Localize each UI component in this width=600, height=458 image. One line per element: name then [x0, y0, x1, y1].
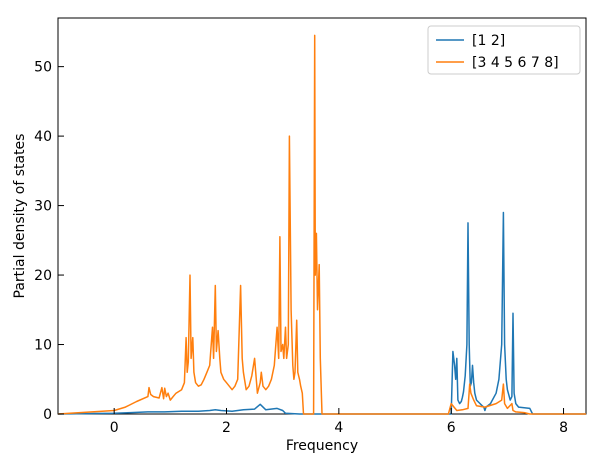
y-tick-label: 10: [34, 338, 52, 354]
x-tick-label: 8: [559, 420, 568, 436]
x-tick-label: 6: [447, 420, 456, 436]
x-axis-ticks: 0 2 4 6 8: [110, 408, 568, 436]
x-tick-label: 2: [222, 420, 231, 436]
y-tick-label: 30: [34, 199, 52, 215]
plot-area: 0 2 4 6 8 0 10 20 30 40 50: [34, 17, 587, 436]
y-tick-label: 0: [43, 407, 52, 423]
axes-frame: [57, 17, 587, 415]
series-line-2: [57, 34, 586, 415]
y-axis-label: Partial density of states: [12, 134, 28, 299]
x-axis-label: Frequency: [286, 438, 358, 454]
series-layer: [57, 34, 586, 415]
y-tick-label: 20: [34, 268, 52, 284]
y-tick-label: 40: [34, 129, 52, 145]
legend-entry-series-2: [3 4 5 6 7 8]: [472, 55, 559, 71]
y-axis-ticks: 0 10 20 30 40 50: [34, 60, 64, 423]
legend: [1 2] [3 4 5 6 7 8]: [427, 25, 581, 75]
x-tick-label: 4: [334, 420, 343, 436]
legend-entry-series-1: [1 2]: [472, 33, 505, 49]
x-tick-label: 0: [110, 420, 119, 436]
legend-box: [427, 25, 581, 75]
series-line-1: [57, 211, 586, 415]
y-tick-label: 50: [34, 60, 52, 76]
